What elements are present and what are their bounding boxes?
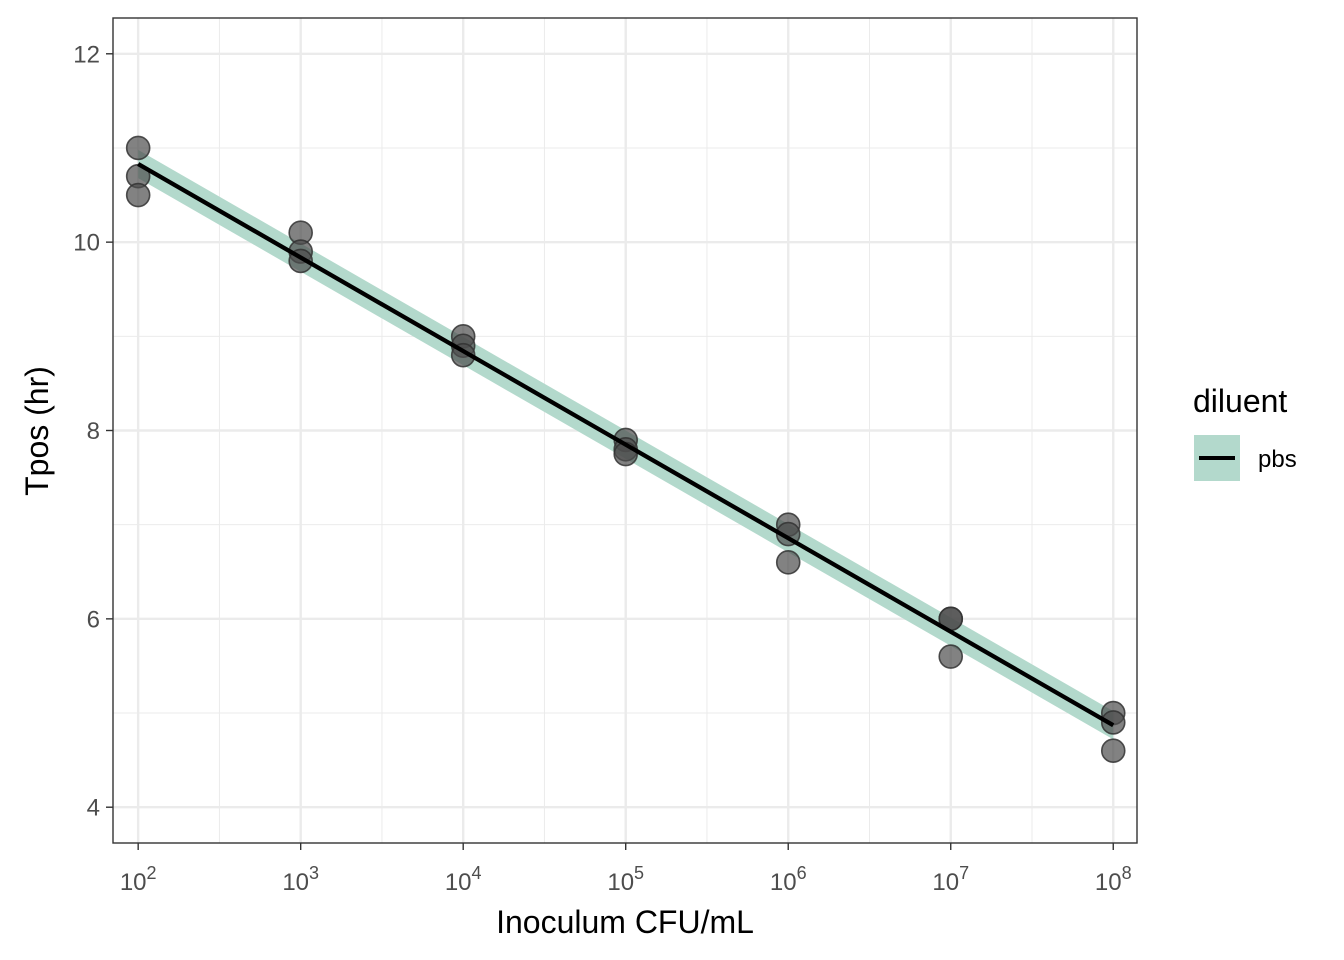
x-axis-ticks: 102 103 104 105 106 107 108 (120, 843, 1132, 896)
x-tick-label: 108 (1095, 863, 1132, 896)
data-point (1100, 738, 1126, 764)
y-axis-ticks: 4 6 8 10 12 (73, 41, 113, 822)
x-tick-label: 102 (120, 863, 157, 896)
legend-label-pbs: pbs (1258, 446, 1297, 473)
y-tick-label: 8 (87, 418, 100, 445)
data-point (775, 550, 801, 575)
x-tick-label: 107 (932, 863, 969, 896)
x-tick-label: 104 (445, 863, 482, 896)
y-axis-title: Tpos (hr) (19, 366, 55, 496)
x-tick-label: 105 (607, 863, 644, 896)
data-point (125, 135, 151, 161)
x-tick-label: 106 (770, 863, 807, 896)
data-point (125, 182, 151, 208)
y-tick-label: 10 (73, 230, 100, 257)
legend-title: diluent (1193, 383, 1287, 419)
x-tick-label: 103 (282, 863, 319, 896)
x-axis-title: Inoculum CFU/mL (496, 904, 754, 940)
legend: diluent pbs (1193, 383, 1297, 481)
data-point (938, 644, 964, 669)
y-tick-label: 6 (87, 606, 100, 633)
fit-line-layer (137, 162, 1115, 728)
data-point (1100, 710, 1126, 735)
y-tick-label: 12 (73, 41, 100, 68)
y-tick-label: 4 (87, 795, 100, 822)
fit-line (137, 162, 1115, 728)
